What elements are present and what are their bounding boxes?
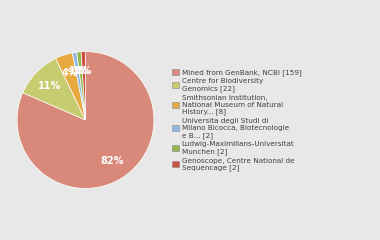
Text: 1%: 1% (73, 66, 89, 76)
Text: 1%: 1% (70, 66, 86, 76)
Wedge shape (56, 53, 86, 120)
Text: 11%: 11% (38, 81, 62, 91)
Text: 82%: 82% (101, 156, 124, 166)
Text: 1%: 1% (76, 66, 92, 76)
Wedge shape (72, 52, 86, 120)
Wedge shape (23, 59, 86, 120)
Wedge shape (77, 52, 86, 120)
Text: 4%: 4% (62, 68, 78, 78)
Wedge shape (81, 52, 86, 120)
Legend: Mined from GenBank, NCBI [159], Centre for Biodiversity
Genomics [22], Smithsoni: Mined from GenBank, NCBI [159], Centre f… (171, 67, 303, 173)
Wedge shape (17, 52, 154, 188)
